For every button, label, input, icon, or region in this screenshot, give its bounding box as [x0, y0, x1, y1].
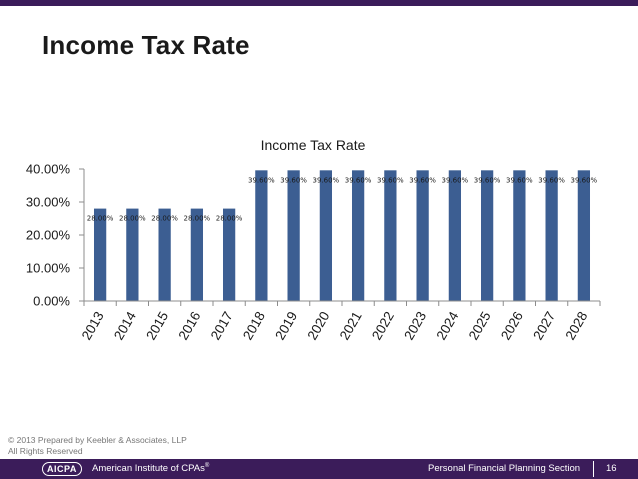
bar-2020 — [319, 170, 333, 301]
bar-2014 — [126, 208, 139, 301]
income-tax-rate-chart: Income Tax Rate 0.00% 10.00% 20.00% 30.00% 4… — [26, 137, 601, 343]
x-tick-label: 2022 — [369, 309, 397, 343]
footer-divider — [593, 461, 594, 477]
aicpa-logo: AICPA — [42, 462, 82, 476]
x-tick-label: 2026 — [498, 309, 526, 343]
bar-2016 — [190, 208, 204, 301]
bar-2015 — [158, 208, 171, 301]
x-tick-label: 2024 — [433, 309, 461, 343]
y-tick-label: 0.00% — [33, 294, 70, 309]
bar-2013 — [93, 208, 107, 301]
data-label-2027: 39.60% — [538, 176, 565, 184]
data-label-2023: 39.60% — [409, 176, 436, 184]
copyright-text: © 2013 Prepared by Keebler & Associates,… — [8, 435, 187, 445]
data-label-2024: 39.60% — [442, 176, 469, 184]
bar-2024 — [448, 170, 462, 301]
footer-organization: American Institute of CPAs® — [92, 463, 209, 474]
rights-reserved-text: All Rights Reserved — [8, 446, 83, 456]
bar-2023 — [416, 170, 429, 301]
data-label-2020: 39.60% — [313, 176, 340, 184]
bar-2028 — [577, 170, 591, 301]
bar-2022 — [384, 170, 397, 301]
bar-2026 — [513, 170, 526, 301]
data-label-2022: 39.60% — [377, 176, 404, 184]
y-axis-ticks: 0.00% 10.00% 20.00% 30.00% 40.00% — [26, 162, 84, 309]
x-tick-label: 2023 — [401, 309, 429, 343]
x-tick-label: 2027 — [530, 309, 558, 343]
y-tick-label: 10.00% — [26, 261, 71, 276]
data-label-2013: 28.00% — [87, 215, 114, 223]
y-tick-label: 20.00% — [26, 228, 71, 243]
top-band — [0, 0, 638, 6]
x-tick-label: 2014 — [111, 309, 139, 343]
y-tick-label: 30.00% — [26, 195, 71, 210]
x-tick-label: 2016 — [175, 309, 203, 343]
bar-2018 — [255, 170, 268, 301]
data-label-2015: 28.00% — [151, 215, 178, 223]
data-label-2017: 28.00% — [216, 215, 243, 223]
x-tick-label: 2028 — [562, 309, 590, 343]
y-tick-label: 40.00% — [26, 162, 71, 177]
data-label-2021: 39.60% — [345, 176, 372, 184]
registered-mark: ® — [204, 463, 210, 469]
x-tick-label: 2015 — [143, 309, 171, 343]
x-tick-label: 2018 — [240, 309, 268, 343]
slide-title: Income Tax Rate — [42, 30, 250, 60]
footer-organization-name: American Institute of CPAs — [92, 463, 205, 475]
footer-band: AICPA American Institute of CPAs® Person… — [0, 459, 638, 479]
data-labels: 28.00% 28.00% 28.00% 28.00% 28.00% 39.60% 39.6… — [87, 176, 598, 222]
bar-2017 — [222, 208, 236, 301]
bar-2025 — [480, 170, 494, 301]
page-number: 16 — [606, 463, 617, 474]
data-label-2025: 39.60% — [474, 176, 501, 184]
data-label-2014: 28.00% — [119, 215, 146, 223]
data-label-2016: 28.00% — [184, 215, 211, 223]
data-label-2019: 39.60% — [280, 176, 307, 184]
bar-2019 — [287, 170, 300, 301]
x-tick-label: 2021 — [337, 309, 365, 343]
bar-2027 — [545, 170, 558, 301]
footer-section-name: Personal Financial Planning Section — [428, 463, 581, 474]
x-tick-label: 2017 — [208, 309, 236, 343]
bar-2021 — [351, 170, 365, 301]
x-tick-label: 2013 — [79, 309, 107, 343]
x-axis-ticks: 2013 2014 2015 2016 2017 2018 2019 2020 2021 2022… — [79, 301, 601, 343]
chart-title: Income Tax Rate — [261, 137, 366, 153]
bars — [93, 170, 591, 301]
x-tick-label: 2025 — [466, 309, 494, 343]
x-tick-label: 2020 — [304, 309, 332, 343]
data-label-2018: 39.60% — [248, 176, 275, 184]
x-tick-label: 2019 — [272, 309, 300, 343]
data-label-2026: 39.60% — [506, 176, 533, 184]
data-label-2028: 39.60% — [571, 176, 598, 184]
